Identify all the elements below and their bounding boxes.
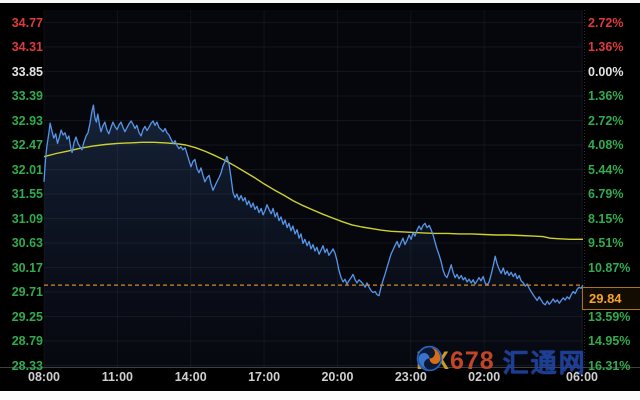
- y-axis-label-left: 32.47: [11, 138, 43, 152]
- y-axis-label-left: 29.25: [11, 309, 43, 324]
- y-axis-label-left: 28.33: [11, 358, 43, 373]
- y-axis-label-left: 32.93: [11, 113, 43, 128]
- y-axis-label-right: 6.79%: [588, 187, 624, 201]
- last-price-value: 29.84: [589, 290, 622, 306]
- y-axis-label-left: 33.85: [11, 64, 43, 79]
- y-axis-label-left: 29.71: [11, 285, 43, 299]
- price-chart-canvas[interactable]: 29.84 FX678 汇通网 34.77 2.72% 34.31 1.36% 33.8…: [0, 3, 640, 391]
- price-line: [43, 104, 584, 306]
- y-axis-label-right: 1.36%: [588, 89, 624, 103]
- y-axis-label-left: 32.01: [11, 162, 43, 177]
- y-axis-label-left: 30.17: [11, 260, 43, 275]
- moving-average-line: [43, 141, 583, 241]
- y-axis-label-left: 33.39: [11, 89, 43, 103]
- x-axis-label: 23:00: [394, 370, 427, 384]
- y-axis-label-right: 1.36%: [588, 40, 624, 54]
- y-axis-label-right: 2.72%: [588, 113, 624, 128]
- x-axis-label: 11:00: [101, 370, 133, 384]
- y-axis-label-right: 0.00%: [588, 64, 624, 79]
- y-axis-label-left: 34.31: [11, 40, 43, 54]
- x-axis-label: 08:00: [28, 370, 60, 384]
- y-axis-label-left: 30.63: [11, 236, 43, 250]
- plot-area[interactable]: [0, 3, 640, 391]
- x-axis-label: 14:00: [174, 370, 207, 384]
- fx678-watermark: FX678 汇通网: [416, 345, 587, 378]
- y-axis-label-right: 9.51%: [588, 236, 624, 250]
- page-top-margin: [0, 0, 640, 3]
- y-axis-label-right: 2.72%: [588, 15, 624, 30]
- x-axis-label: 02:00: [468, 370, 501, 384]
- y-axis-label-right: 10.87%: [588, 260, 631, 275]
- y-axis-label-right: 4.08%: [588, 138, 624, 152]
- x-axis-label: 06:00: [566, 370, 598, 384]
- x-axis-label: 17:00: [248, 370, 281, 384]
- last-price-tag: 29.84: [582, 286, 640, 310]
- y-axis-label-left: 34.77: [11, 15, 43, 30]
- price-area-fill: [44, 105, 583, 367]
- y-axis-label-left: 28.79: [11, 334, 43, 348]
- y-axis-label-right: 8.15%: [588, 211, 624, 226]
- y-axis-label-right: 13.59%: [588, 309, 631, 324]
- y-axis-label-left: 31.09: [11, 211, 43, 226]
- y-axis-label-right: 14.95%: [588, 334, 631, 348]
- y-axis-label-right: 16.31%: [588, 358, 631, 373]
- fx678-logo-icon: [416, 345, 443, 372]
- watermark-brand-chinese: 汇通网: [502, 347, 587, 378]
- y-axis-label-right: 5.44%: [588, 162, 624, 177]
- x-axis-label: 20:00: [321, 370, 354, 384]
- watermark-brand-678: 678: [449, 346, 495, 375]
- page-bottom-margin: [0, 391, 640, 400]
- y-axis-label-left: 31.55: [11, 187, 43, 201]
